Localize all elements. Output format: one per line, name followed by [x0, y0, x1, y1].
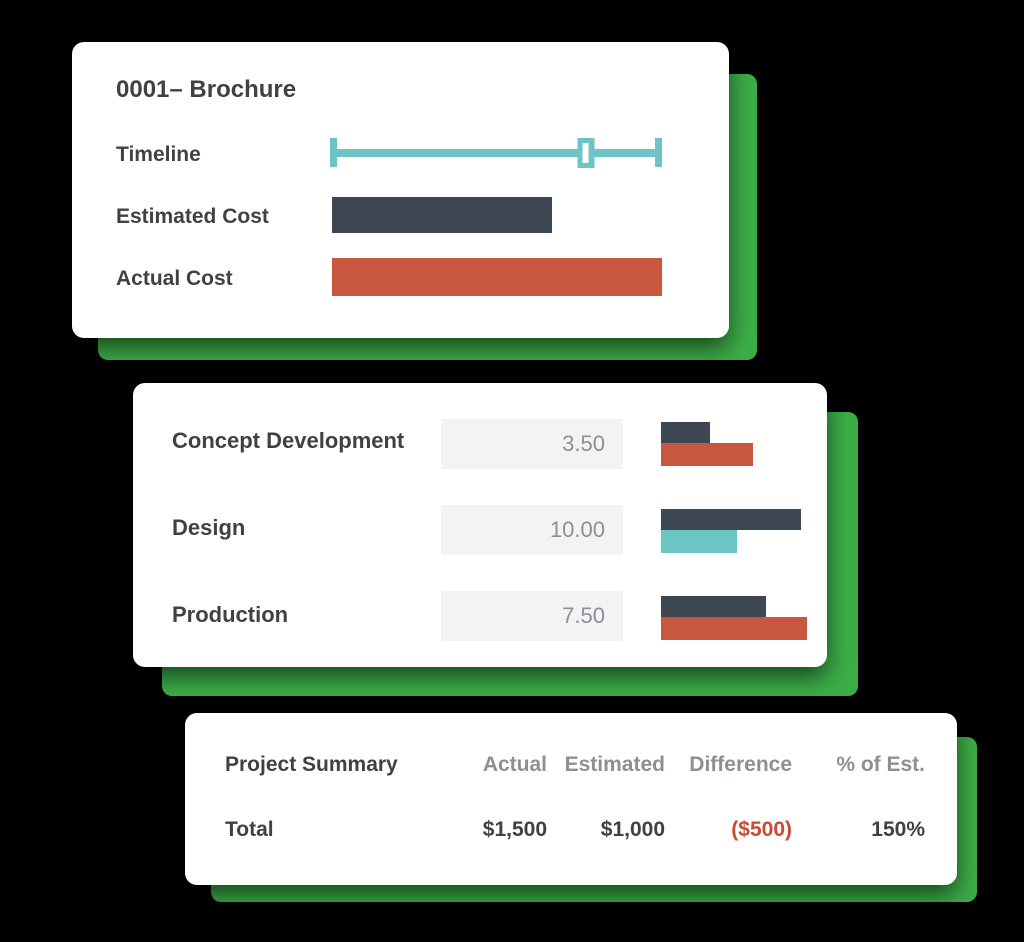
actual-mini-bar — [661, 530, 737, 553]
total-estimated-value: $1,000 — [600, 818, 665, 841]
estimated-cost-label: Estimated Cost — [116, 205, 269, 228]
slider-start-cap — [330, 138, 337, 167]
task-mini-chart-concept-development — [661, 422, 821, 466]
column-header-pct-of-est: % of Est. — [836, 753, 925, 776]
actual-mini-bar — [661, 617, 807, 640]
timeline-label: Timeline — [116, 143, 201, 166]
total-difference-value: ($500) — [731, 818, 792, 841]
actual-cost-bar — [332, 258, 662, 296]
estimated-mini-bar — [661, 596, 766, 617]
actual-cost-label: Actual Cost — [116, 267, 233, 290]
total-pct-of-est-value: 150% — [871, 818, 925, 841]
project-summary-card: Project Summary Actual Estimated Differe… — [185, 713, 957, 885]
project-title: 0001– Brochure — [116, 76, 297, 103]
column-header-difference: Difference — [689, 753, 792, 776]
project-overview-card: 0001– Brochure Timeline Estimated Cost A… — [72, 42, 729, 338]
task-value-input-production[interactable]: 7.50 — [441, 591, 623, 641]
estimated-cost-bar — [332, 197, 552, 233]
slider-end-cap — [655, 138, 662, 167]
timeline-slider[interactable] — [330, 138, 662, 168]
total-actual-value: $1,500 — [482, 818, 547, 841]
task-breakdown-card: Concept Development 3.50 Design 10.00 Pr… — [133, 383, 827, 667]
total-row-label: Total — [225, 818, 274, 841]
summary-header-row: Project Summary Actual Estimated Differe… — [225, 749, 925, 781]
actual-mini-bar — [661, 443, 754, 466]
estimated-mini-bar — [661, 422, 710, 443]
summary-title: Project Summary — [225, 753, 398, 776]
slider-track — [330, 149, 662, 157]
slider-handle[interactable] — [577, 138, 595, 168]
task-mini-chart-design — [661, 509, 821, 553]
column-header-estimated: Estimated — [564, 753, 665, 776]
estimated-mini-bar — [661, 509, 801, 530]
summary-total-row: Total $1,500 $1,000 ($500) 150% — [225, 813, 925, 847]
task-label-production: Production — [172, 602, 289, 627]
task-mini-chart-production — [661, 596, 821, 640]
task-label-design: Design — [172, 515, 246, 540]
task-value-input-concept-development[interactable]: 3.50 — [441, 419, 623, 469]
task-value-input-design[interactable]: 10.00 — [441, 505, 623, 555]
column-header-actual: Actual — [482, 753, 547, 776]
task-label-concept-development: Concept Development — [172, 428, 405, 453]
